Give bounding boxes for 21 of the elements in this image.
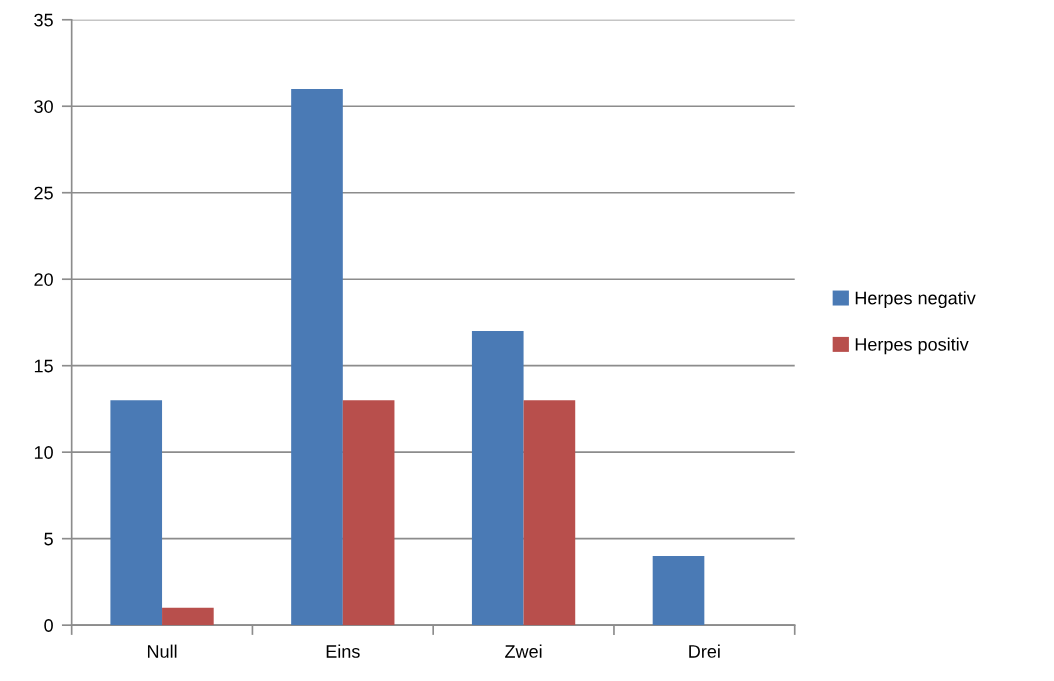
y-tick-label: 25 xyxy=(34,186,53,200)
y-tick-label: 5 xyxy=(44,532,53,546)
bar xyxy=(110,400,163,626)
legend-label: Herpes positiv xyxy=(855,337,969,355)
bar xyxy=(652,555,705,626)
y-tick-label: 30 xyxy=(34,100,53,113)
legend-label: Herpes negativ xyxy=(855,291,976,309)
y-tick-label: 0 xyxy=(44,619,53,632)
y-tick-label: 20 xyxy=(34,273,53,286)
x-tick-label: Zwei xyxy=(505,644,542,658)
bar xyxy=(291,88,343,626)
y-tick-label: 15 xyxy=(34,359,53,373)
bar xyxy=(342,400,395,626)
x-tick-label: Drei xyxy=(689,644,720,658)
x-tick-label: Null xyxy=(147,644,177,658)
bar xyxy=(523,400,576,626)
bar xyxy=(162,607,214,626)
y-tick-label: 10 xyxy=(34,446,53,459)
y-tick-label: 35 xyxy=(34,13,53,27)
x-tick-label: Eins xyxy=(326,644,360,658)
bar xyxy=(471,331,524,626)
